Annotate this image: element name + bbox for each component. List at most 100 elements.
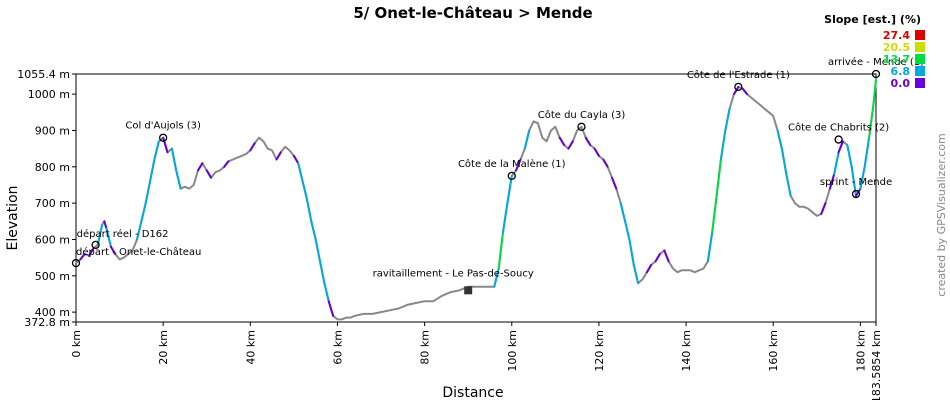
legend-label: 20.5 bbox=[883, 41, 910, 54]
slope-segment bbox=[523, 129, 531, 150]
slope-segment bbox=[153, 140, 160, 161]
slope-segment bbox=[741, 87, 749, 96]
slope-segment bbox=[837, 140, 844, 154]
x-tick-label: 100 km bbox=[506, 330, 519, 372]
slope-segment bbox=[301, 180, 308, 201]
x-tick-label: 120 km bbox=[593, 330, 606, 372]
x-axis-ticks: 0 km 20 km 40 km 60 km 80 km 100 km 120 km 140 … bbox=[70, 322, 883, 403]
series-group bbox=[75, 79, 877, 321]
waypoint-marker bbox=[507, 171, 516, 181]
slope-segment bbox=[733, 85, 740, 96]
slope-segment bbox=[327, 300, 335, 317]
y-tick-label: 800 m bbox=[35, 161, 70, 174]
waypoint-marker bbox=[851, 189, 861, 199]
legend-swatch bbox=[915, 54, 925, 64]
slope-segment bbox=[197, 162, 204, 172]
x-tick-label: 183.5854 km bbox=[870, 330, 883, 400]
y-axis-label: Elevation bbox=[5, 185, 21, 250]
slope-segment bbox=[170, 147, 178, 172]
x-tick-label: 80 km bbox=[419, 330, 432, 365]
x-tick-label: 180 km bbox=[854, 330, 867, 372]
waypoint-label: Côte de la Malène (1) bbox=[458, 158, 566, 170]
slope-segment bbox=[820, 202, 827, 215]
slope-segment bbox=[323, 282, 330, 303]
legend-swatch bbox=[915, 30, 925, 40]
slope-segment bbox=[785, 173, 792, 197]
y-tick-label: 400 m bbox=[35, 306, 70, 319]
slope-segment bbox=[724, 107, 731, 132]
slope-segment bbox=[96, 223, 104, 246]
waypoint-label: Côte du Cayla (3) bbox=[538, 109, 626, 121]
slope-segment bbox=[205, 169, 213, 179]
slope-segment bbox=[711, 194, 718, 234]
slope-segment bbox=[624, 220, 631, 241]
waypoint-label: départ réel - D162 bbox=[77, 228, 169, 240]
slope-segment bbox=[319, 260, 326, 285]
slope-segment bbox=[567, 140, 574, 150]
slope-segment bbox=[162, 136, 169, 154]
slope-segment bbox=[632, 263, 640, 285]
legend-swatch bbox=[915, 78, 925, 88]
slope-segment bbox=[88, 247, 95, 257]
slope-segment bbox=[602, 158, 609, 168]
slope-segment bbox=[619, 202, 627, 223]
slope-segment bbox=[136, 220, 143, 241]
y-tick-label: 1055.4 m bbox=[17, 68, 70, 81]
waypoint-label: départ - Onet-le-Château bbox=[76, 246, 201, 258]
slope-segment bbox=[103, 220, 108, 230]
y-tick-label: 600 m bbox=[35, 233, 70, 246]
slope-segment bbox=[584, 136, 592, 146]
legend-label: 6.8 bbox=[891, 65, 911, 78]
x-tick-label: 160 km bbox=[767, 330, 780, 372]
chart-title: 5/ Onet-le-Château > Mende bbox=[353, 4, 592, 22]
legend: Slope [est.] (%) 27.420.513.76.80.0 bbox=[824, 13, 925, 90]
slope-segment bbox=[780, 147, 788, 176]
slope-segment bbox=[314, 238, 321, 263]
slope-segment bbox=[223, 160, 230, 168]
slope-segment bbox=[715, 158, 722, 197]
y-tick-label: 700 m bbox=[35, 197, 70, 210]
slope-segment bbox=[493, 267, 500, 288]
slope-segment bbox=[306, 198, 313, 223]
slope-segment bbox=[175, 169, 182, 190]
slope-segment bbox=[859, 165, 866, 190]
slope-segment bbox=[855, 187, 862, 197]
slope-overlay bbox=[79, 78, 877, 317]
slope-segment bbox=[310, 220, 317, 241]
x-tick-label: 60 km bbox=[331, 330, 344, 365]
waypoint-marker bbox=[91, 240, 100, 250]
x-tick-label: 40 km bbox=[244, 330, 257, 365]
slope-segment bbox=[79, 253, 86, 261]
waypoint-label: Côte de Chabrits (2) bbox=[788, 122, 889, 134]
waypoint-marker bbox=[159, 133, 168, 142]
feed-marker bbox=[464, 286, 473, 295]
slope-segment bbox=[663, 249, 670, 263]
waypoint-marker bbox=[871, 69, 881, 79]
elevation-line bbox=[75, 79, 877, 321]
slope-segment bbox=[706, 231, 714, 263]
waypoint-label: Côte de l'Estrade (1) bbox=[687, 69, 790, 81]
slope-segment bbox=[506, 174, 513, 205]
x-tick-label: 20 km bbox=[157, 330, 170, 365]
slope-segment bbox=[776, 129, 783, 150]
slope-segment bbox=[846, 144, 853, 168]
slope-segment bbox=[144, 180, 152, 205]
waypoint-label: sprint - Mende bbox=[820, 177, 892, 188]
plot-frame bbox=[75, 73, 877, 323]
slope-segment bbox=[645, 263, 653, 274]
slope-segment bbox=[558, 136, 566, 146]
legend-label: 27.4 bbox=[883, 29, 910, 42]
slope-segment bbox=[654, 253, 661, 263]
feed-label: ravitaillement - Le Pas-de-Soucy bbox=[373, 268, 534, 279]
slope-segment bbox=[497, 231, 504, 270]
waypoint-marker bbox=[834, 135, 843, 144]
slope-segment bbox=[297, 162, 304, 183]
slope-segment bbox=[593, 147, 600, 157]
legend-label: 0.0 bbox=[891, 77, 911, 90]
slope-segment bbox=[868, 104, 875, 139]
slope-segment bbox=[611, 176, 618, 190]
waypoint-marker bbox=[734, 82, 743, 92]
slope-segment bbox=[109, 245, 117, 255]
